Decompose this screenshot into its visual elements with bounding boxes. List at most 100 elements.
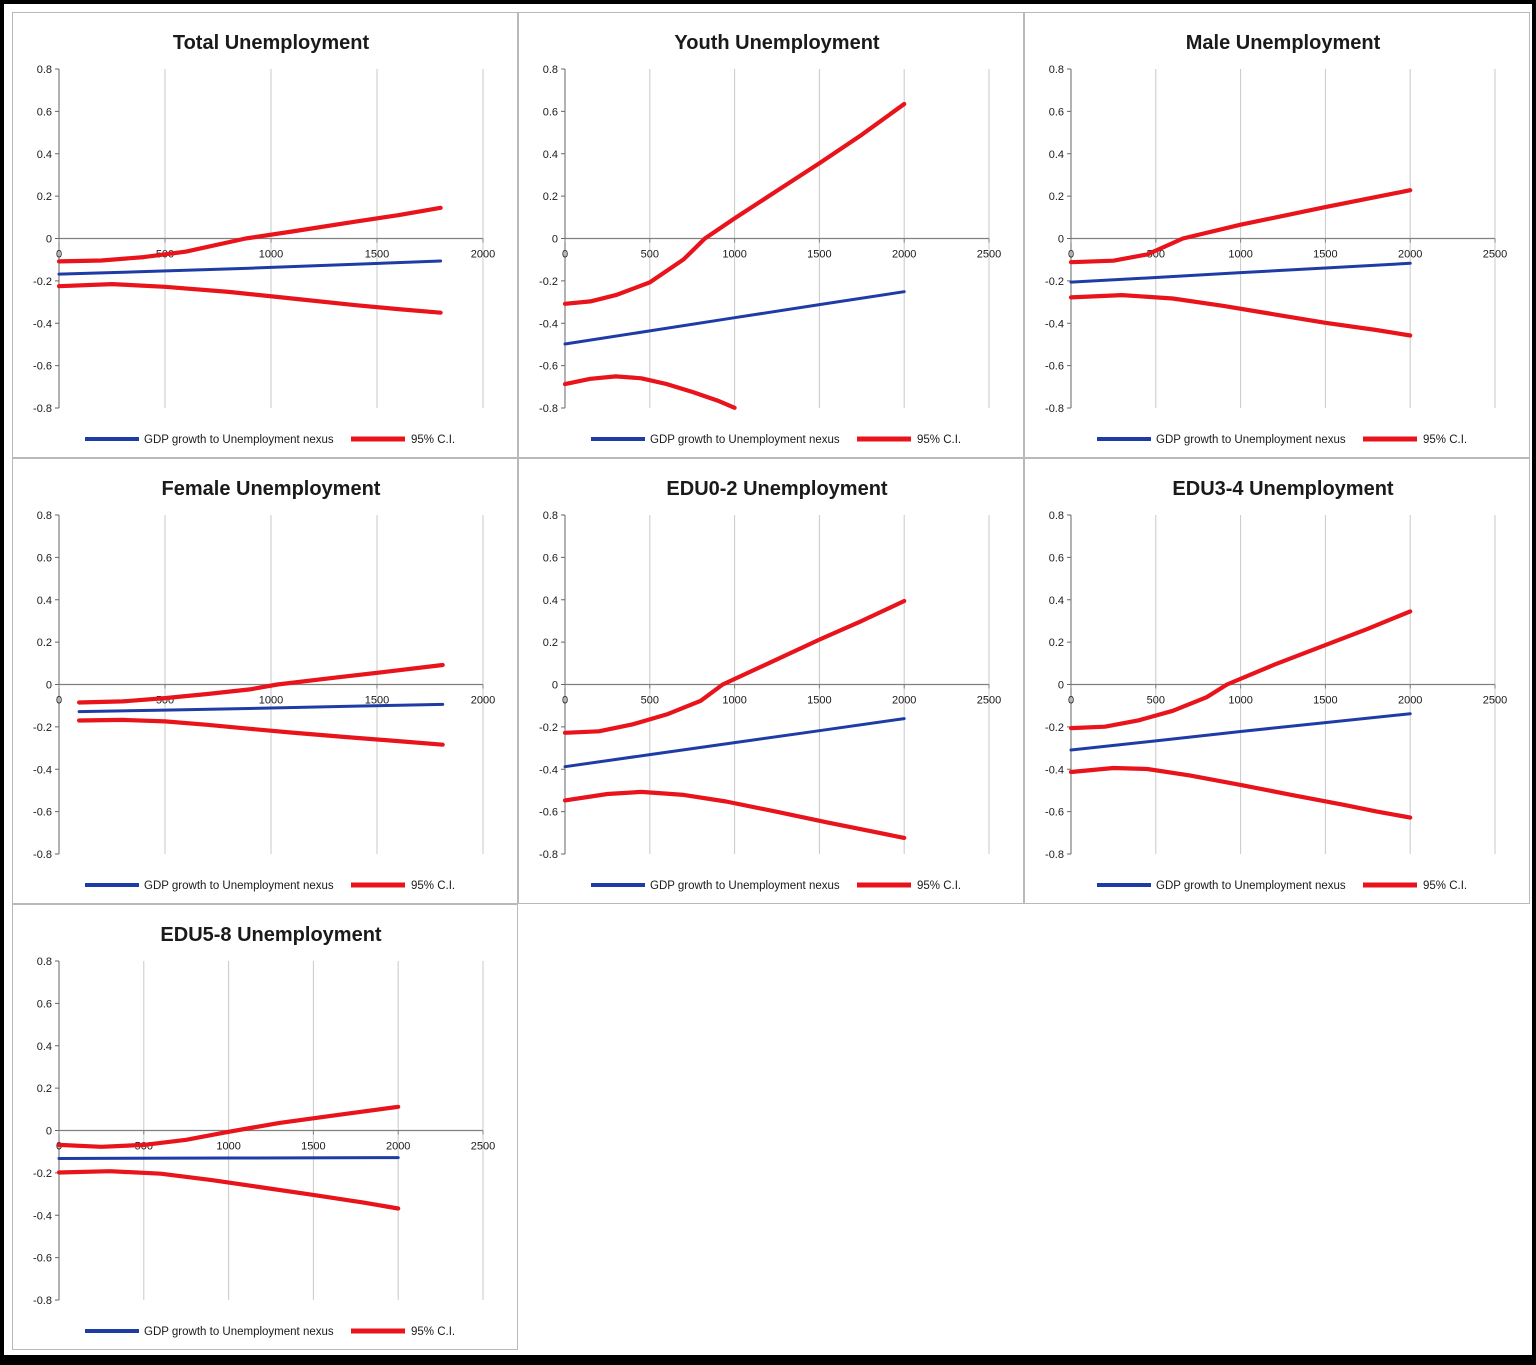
y-tick-label: -0.6 (539, 807, 558, 819)
y-tick-label: -0.8 (33, 403, 52, 415)
x-tick-label: 1000 (1228, 695, 1252, 707)
series-nexus-line (57, 1156, 400, 1160)
y-tick-label: 0.8 (37, 64, 52, 76)
y-tick-label: 0.2 (37, 191, 52, 203)
chart-panel-male-unemployment: Male Unemployment 0.8 0.6 0.4 0.2 0 -0.2 -0.4 -0… (1024, 12, 1530, 458)
y-tick-label: -0.4 (33, 764, 52, 776)
y-tick-label: -0.2 (539, 722, 558, 734)
y-tick-label: 0 (552, 680, 558, 692)
y-tick-label: 0.2 (543, 191, 558, 203)
y-tick-label: -0.2 (1045, 276, 1064, 288)
y-tick-label: 0 (46, 234, 52, 246)
series-ci_upper-line (56, 205, 443, 264)
y-tick-label: -0.4 (33, 318, 52, 330)
y-tick-label: 0.8 (543, 64, 558, 76)
chart-panel-edu3-4-unemployment: EDU3-4 Unemployment 0.8 0.6 0.4 0.2 0 -0.2 -0.4… (1024, 458, 1530, 904)
y-tick-label: 0.4 (37, 149, 52, 161)
series-ci_lower-line (562, 789, 907, 840)
chart-title: Total Unemployment (173, 32, 370, 54)
legend: GDP growth to Unemployment nexus 95% C.I. (85, 880, 455, 892)
y-tick-label: 0 (46, 680, 52, 692)
x-tick-label: 1000 (722, 249, 746, 261)
chart-svg-male-unemployment: Male Unemployment 0.8 0.6 0.4 0.2 0 -0.2 -0.4 -0… (1045, 32, 1507, 446)
legend-label-ci: 95% C.I. (1423, 434, 1467, 446)
chart-panel-edu5-8-unemployment: EDU5-8 Unemployment 0.8 0.6 0.4 0.2 0 -0.2 -0.4… (12, 904, 518, 1350)
legend: GDP growth to Unemployment nexus 95% C.I. (1097, 434, 1467, 446)
legend-label-ci: 95% C.I. (917, 880, 961, 892)
y-tick-label: -0.6 (33, 361, 52, 373)
x-tick-label: 2000 (1398, 695, 1422, 707)
x-tick-label: 1000 (1228, 249, 1252, 261)
y-tick-label: 0.4 (1049, 149, 1064, 161)
chart-svg-total-unemployment: Total Unemployment 0.8 0.6 0.4 0.2 0 -0.2 -0.4 -… (33, 32, 495, 446)
legend-label-nexus: GDP growth to Unemployment nexus (1156, 880, 1346, 892)
chart-svg-youth-unemployment: Youth Unemployment 0.8 0.6 0.4 0.2 0 -0.2 -0.4 -… (539, 32, 1001, 446)
y-tick-label: 0.6 (543, 552, 558, 564)
legend-label-nexus: GDP growth to Unemployment nexus (144, 1326, 334, 1338)
y-tick-label: -0.2 (33, 722, 52, 734)
x-tick-label: 500 (1147, 695, 1165, 707)
legend-label-nexus: GDP growth to Unemployment nexus (650, 880, 840, 892)
y-tick-label: -0.8 (1045, 403, 1064, 415)
y-tick-label: 0.2 (543, 637, 558, 649)
empty-cell (1024, 904, 1530, 1350)
x-tick-label: 1000 (259, 695, 283, 707)
y-tick-label: -0.8 (539, 849, 558, 861)
y-tick-label: 0.4 (37, 595, 52, 607)
x-tick-label: 2000 (386, 1141, 410, 1153)
x-tick-label: 0 (562, 249, 568, 261)
chart-title: EDU0-2 Unemployment (666, 478, 887, 500)
x-tick-label: 2000 (471, 695, 495, 707)
y-tick-label: 0.4 (1049, 595, 1064, 607)
y-tick-label: -0.4 (33, 1210, 52, 1222)
empty-cell (518, 904, 1024, 1350)
series-ci_upper-line (562, 598, 907, 735)
x-tick-label: 2500 (977, 695, 1001, 707)
x-tick-label: 1500 (365, 249, 389, 261)
x-tick-label: 0 (1068, 249, 1074, 261)
y-tick-label: 0.8 (543, 510, 558, 522)
x-tick-label: 500 (641, 249, 659, 261)
chart-title: Youth Unemployment (674, 32, 880, 54)
series-nexus-line (57, 259, 443, 276)
legend-label-nexus: GDP growth to Unemployment nexus (144, 434, 334, 446)
y-tick-label: -0.2 (33, 1168, 52, 1180)
series-ci_upper-line (1068, 609, 1413, 731)
x-tick-label: 1500 (365, 695, 389, 707)
chart-title: EDU5-8 Unemployment (160, 924, 381, 946)
x-tick-label: 1500 (807, 695, 831, 707)
x-tick-label: 2000 (892, 249, 916, 261)
x-tick-label: 1500 (301, 1141, 325, 1153)
chart-svg-female-unemployment: Female Unemployment 0.8 0.6 0.4 0.2 0 -0.2 -0.4… (33, 478, 495, 892)
y-tick-label: 0.8 (1049, 64, 1064, 76)
legend-label-ci: 95% C.I. (1423, 880, 1467, 892)
y-tick-label: 0.2 (1049, 637, 1064, 649)
legend-label-nexus: GDP growth to Unemployment nexus (650, 434, 840, 446)
y-tick-label: -0.2 (539, 276, 558, 288)
y-tick-label: -0.4 (1045, 764, 1064, 776)
y-tick-label: 0 (1058, 234, 1064, 246)
y-tick-label: 0.6 (1049, 552, 1064, 564)
x-tick-label: 0 (562, 695, 568, 707)
legend: GDP growth to Unemployment nexus 95% C.I. (591, 434, 961, 446)
y-tick-label: 0 (1058, 680, 1064, 692)
charts-grid: Total Unemployment 0.8 0.6 0.4 0.2 0 -0.2 -0.4 -… (12, 12, 1530, 1350)
chart-panel-total-unemployment: Total Unemployment 0.8 0.6 0.4 0.2 0 -0.2 -0.4 -… (12, 12, 518, 458)
y-tick-label: 0.8 (37, 510, 52, 522)
x-tick-label: 1500 (1313, 695, 1337, 707)
series-nexus-line (563, 717, 906, 769)
chart-title: EDU3-4 Unemployment (1172, 478, 1393, 500)
y-tick-label: 0.2 (37, 637, 52, 649)
y-tick-label: 0.2 (37, 1083, 52, 1095)
chart-panel-edu0-2-unemployment: EDU0-2 Unemployment 0.8 0.6 0.4 0.2 0 -0.2 -0.4… (518, 458, 1024, 904)
y-tick-label: 0.8 (37, 956, 52, 968)
legend: GDP growth to Unemployment nexus 95% C.I. (85, 434, 455, 446)
x-tick-label: 1000 (259, 249, 283, 261)
y-tick-label: 0.4 (37, 1041, 52, 1053)
series-ci_lower-line (1068, 765, 1413, 820)
series-ci_lower-line (77, 717, 445, 747)
legend: GDP growth to Unemployment nexus 95% C.I. (1097, 880, 1467, 892)
y-tick-label: -0.8 (33, 849, 52, 861)
x-tick-label: 1000 (722, 695, 746, 707)
